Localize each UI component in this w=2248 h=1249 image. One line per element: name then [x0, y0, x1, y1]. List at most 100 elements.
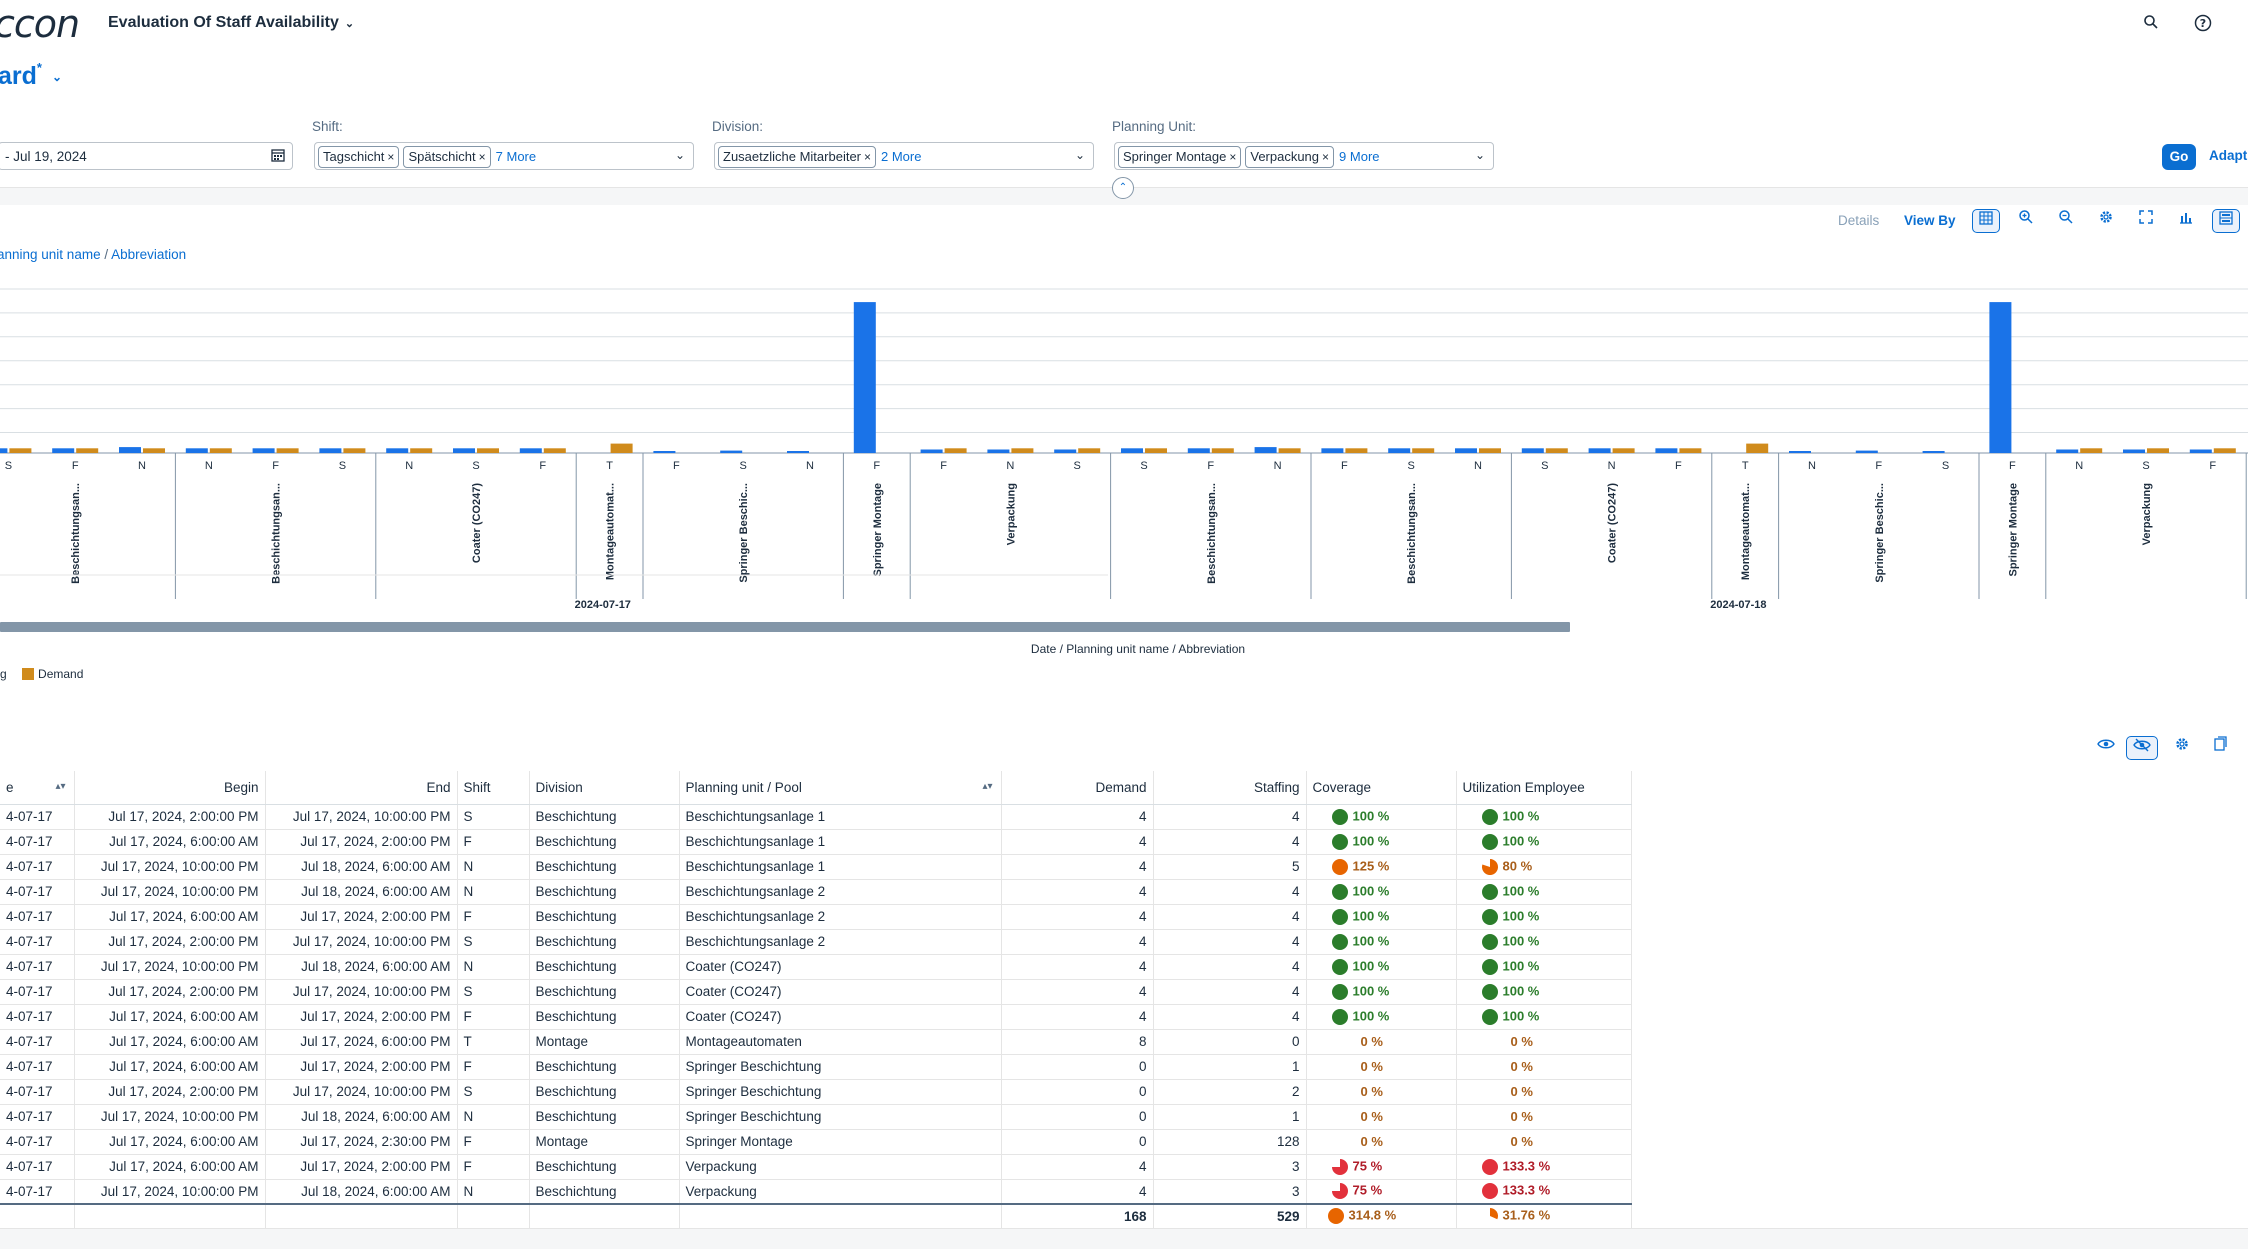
app-title-menu[interactable]: Evaluation Of Staff Availability ⌄: [108, 14, 354, 32]
warn-status-icon: [1481, 858, 1498, 875]
dimension-link[interactable]: anning unit name: [0, 247, 101, 262]
show-details-icon[interactable]: [2090, 736, 2122, 760]
view-by-button[interactable]: View By: [1904, 213, 1956, 228]
cell-end: Jul 17, 2024, 2:00:00 PM: [265, 904, 458, 930]
chart-table-view-icon[interactable]: [2212, 209, 2240, 233]
staffing-bar: [52, 448, 75, 453]
hide-details-icon[interactable]: [2126, 736, 2158, 760]
gear-icon[interactable]: [2166, 736, 2198, 760]
chevron-down-icon[interactable]: ⌄: [1074, 148, 1085, 162]
close-icon[interactable]: ×: [1229, 150, 1237, 164]
more-tokens-link[interactable]: 2 More: [881, 149, 922, 164]
date-range-input[interactable]: - Jul 19, 2024: [0, 142, 293, 170]
filter-token[interactable]: Spätschicht ×: [403, 146, 491, 168]
table-view-icon[interactable]: [1972, 209, 2000, 233]
chart-scrollbar: [0, 622, 1570, 632]
shift-filter-input[interactable]: Tagschicht × Spätschicht × 7 More ⌄: [314, 142, 694, 170]
cell-division: Beschichtung: [529, 954, 680, 980]
column-header-coverage[interactable]: Coverage: [1306, 771, 1457, 805]
filter-token[interactable]: Verpackung ×: [1245, 146, 1335, 168]
table-row[interactable]: 4-07-17 Jul 17, 2024, 2:00:00 PM Jul 17, 2…: [0, 804, 1632, 830]
cell-demand: 4: [1001, 879, 1154, 905]
search-icon[interactable]: [2140, 14, 2162, 36]
table-row[interactable]: 4-07-17 Jul 17, 2024, 6:00:00 AM Jul 17, 2…: [0, 1004, 1632, 1030]
table-row[interactable]: 4-07-17 Jul 17, 2024, 10:00:00 PM Jul 18, …: [0, 1104, 1632, 1130]
legend-item-demand[interactable]: Demand: [38, 667, 84, 681]
more-tokens-link[interactable]: 9 More: [1339, 149, 1380, 164]
chevron-down-icon[interactable]: ⌄: [1474, 148, 1485, 162]
table-row[interactable]: 4-07-17 Jul 17, 2024, 6:00:00 AM Jul 17, 2…: [0, 1154, 1632, 1180]
export-icon[interactable]: [2206, 736, 2234, 760]
table-row[interactable]: 4-07-17 Jul 17, 2024, 6:00:00 AM Jul 17, 2…: [0, 829, 1632, 855]
filter-token[interactable]: Tagschicht ×: [318, 146, 400, 168]
shift-tick-label: F: [272, 460, 279, 472]
filter-token[interactable]: Zusaetzliche Mitarbeiter ×: [718, 146, 877, 168]
zoom-in-icon[interactable]: [2012, 209, 2040, 233]
column-header-date[interactable]: e ▴▾: [0, 771, 75, 805]
shift-tick-label: N: [1808, 460, 1816, 472]
table-row[interactable]: 4-07-17 Jul 17, 2024, 10:00:00 PM Jul 18, …: [0, 854, 1632, 880]
close-icon[interactable]: ×: [387, 150, 395, 164]
table-row[interactable]: 4-07-17 Jul 17, 2024, 2:00:00 PM Jul 17, 2…: [0, 1079, 1632, 1105]
column-header-shift[interactable]: Shift: [457, 771, 530, 805]
adapt-filters-button[interactable]: Adapt: [2209, 148, 2248, 163]
close-icon[interactable]: ×: [1322, 150, 1330, 164]
table-row[interactable]: 4-07-17 Jul 17, 2024, 10:00:00 PM Jul 18, …: [0, 879, 1632, 905]
cell-planning-unit: Beschichtungsanlage 2: [679, 904, 1002, 930]
go-button[interactable]: Go: [2162, 144, 2196, 170]
table-row[interactable]: 4-07-17 Jul 17, 2024, 6:00:00 AM Jul 17, 2…: [0, 1054, 1632, 1080]
shift-tick-label: N: [138, 460, 146, 472]
column-header-utilization[interactable]: Utilization Employee: [1456, 771, 1632, 805]
staff-availability-chart[interactable]: S F N Beschichtungsan... N F S Beschichtungsan.…: [0, 270, 2248, 665]
legend-item-staffing[interactable]: g: [0, 667, 7, 681]
token-text: Springer Montage: [1123, 149, 1227, 164]
variant-management[interactable]: ard* ⌄: [0, 60, 62, 91]
gear-icon[interactable]: [2092, 209, 2120, 233]
help-icon[interactable]: ?: [2192, 14, 2214, 36]
details-button[interactable]: Details: [1838, 213, 1880, 228]
column-header-staffing[interactable]: Staffing: [1153, 771, 1307, 805]
demand-bar: [1479, 448, 1501, 453]
table-row[interactable]: 4-07-17 Jul 17, 2024, 6:00:00 AM Jul 17, 2…: [0, 1029, 1632, 1055]
cell-end: Jul 18, 2024, 6:00:00 AM: [265, 1179, 458, 1205]
table-row[interactable]: 4-07-17 Jul 17, 2024, 2:00:00 PM Jul 17, 2…: [0, 929, 1632, 955]
cell-shift: F: [457, 829, 530, 855]
dimension-selector[interactable]: anning unit name / Abbreviation: [0, 247, 186, 262]
zoom-out-icon[interactable]: [2052, 209, 2080, 233]
token-text: Tagschicht: [323, 149, 385, 164]
cell-division: Beschichtung: [529, 904, 680, 930]
more-tokens-link[interactable]: 7 More: [495, 149, 537, 164]
cell-coverage-value: 125 %: [1352, 858, 1390, 874]
column-header-end[interactable]: End: [265, 771, 458, 805]
column-header-division[interactable]: Division: [529, 771, 680, 805]
cell-begin: Jul 17, 2024, 6:00:00 AM: [74, 1004, 266, 1030]
column-header-planning-unit[interactable]: Planning unit / Pool ▴▾: [679, 771, 1002, 805]
table-row[interactable]: 4-07-17 Jul 17, 2024, 2:00:00 PM Jul 17, 2…: [0, 979, 1632, 1005]
cell-demand: 4: [1001, 904, 1154, 930]
chart-type-icon[interactable]: [2172, 209, 2200, 233]
calendar-icon[interactable]: [270, 147, 286, 166]
shift-tick-label: N: [2075, 460, 2083, 472]
table-row[interactable]: 4-07-17 Jul 17, 2024, 10:00:00 PM Jul 18, …: [0, 1179, 1632, 1205]
chevron-down-icon[interactable]: ⌄: [674, 148, 685, 162]
cell-planning-unit: Beschichtungsanlage 2: [679, 929, 1002, 955]
cell-demand: 4: [1001, 1004, 1154, 1030]
dimension-link[interactable]: Abbreviation: [111, 247, 187, 262]
table-row[interactable]: 4-07-17 Jul 17, 2024, 6:00:00 AM Jul 17, 2…: [0, 904, 1632, 930]
planning-unit-filter-input[interactable]: Springer Montage × Verpackung × 9 More ⌄: [1114, 142, 1494, 170]
close-icon[interactable]: ×: [478, 150, 486, 164]
table-row[interactable]: 4-07-17 Jul 17, 2024, 10:00:00 PM Jul 18, …: [0, 954, 1632, 980]
column-header-begin[interactable]: Begin: [74, 771, 266, 805]
column-header-demand[interactable]: Demand: [1001, 771, 1154, 805]
table-row[interactable]: 4-07-17 Jul 17, 2024, 6:00:00 AM Jul 17, 2…: [0, 1129, 1632, 1155]
chevron-up-icon: ⌃: [1118, 182, 1128, 193]
cell-begin: Jul 17, 2024, 10:00:00 PM: [74, 879, 266, 905]
shift-tick-label: F: [2209, 460, 2216, 472]
collapse-header-button[interactable]: ⌃: [1112, 177, 1134, 199]
fullscreen-icon[interactable]: [2132, 209, 2160, 233]
close-icon[interactable]: ×: [864, 150, 872, 164]
division-filter-input[interactable]: Zusaetzliche Mitarbeiter × 2 More ⌄: [714, 142, 1094, 170]
group-tick-label: Springer Beschic...: [1874, 483, 1886, 583]
cell-demand: 4: [1001, 954, 1154, 980]
filter-token[interactable]: Springer Montage ×: [1118, 146, 1242, 168]
